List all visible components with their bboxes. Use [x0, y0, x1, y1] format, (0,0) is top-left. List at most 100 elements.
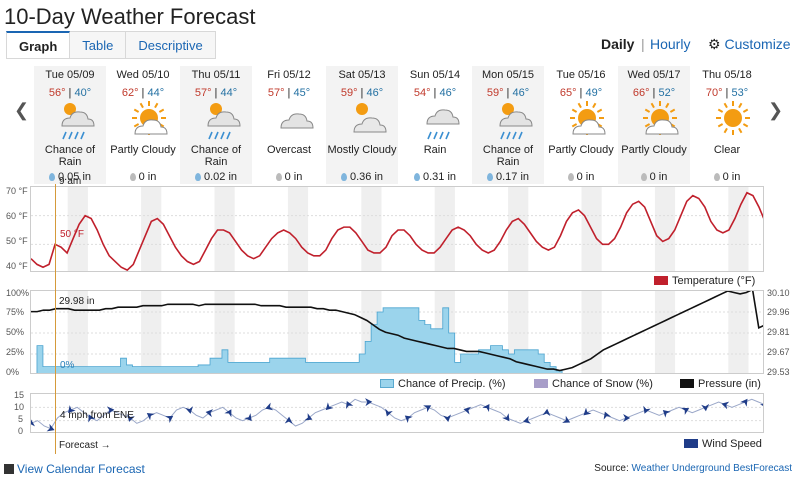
hourly-toggle[interactable]: Hourly: [650, 36, 691, 52]
dry-drop-icon: [567, 173, 574, 181]
rain-icon: [417, 98, 465, 145]
wind-arrow: [385, 408, 393, 417]
dry-drop-icon: [713, 173, 720, 181]
precip-amount: 0 in: [576, 171, 595, 183]
temperature-swatch: [654, 276, 668, 285]
day-precip: 0 in: [691, 171, 763, 183]
precip-amount: 0.36 in: [349, 171, 384, 183]
day-condition: Overcast: [266, 144, 311, 156]
wind-arrow: [643, 405, 651, 414]
day-date: Sat 05/13: [338, 69, 386, 81]
wind-swatch: [684, 439, 698, 448]
night-band: [654, 187, 676, 271]
low-temp: 53°: [731, 87, 749, 99]
next-days-button[interactable]: ❯: [768, 100, 783, 121]
current-time-marker[interactable]: [55, 184, 56, 454]
day-date: Fri 05/12: [267, 69, 311, 81]
dry-drop-icon: [640, 173, 647, 181]
day-condition: Mostly Cloudy: [327, 144, 397, 156]
partly-cloudy-icon: [563, 98, 611, 145]
temperature-legend: Temperature (°F): [654, 275, 755, 287]
source-link[interactable]: Weather Underground BestForecast: [631, 463, 792, 474]
wind-arrow: [482, 403, 490, 413]
tab-graph[interactable]: Graph: [6, 31, 71, 59]
day-column[interactable]: Tue 05/16 65° | 49° Partly Cloudy 0 in: [545, 66, 617, 184]
overcast-icon: [271, 98, 319, 145]
wind-arrow: [304, 413, 313, 421]
pressure-axis-tick: 29.81: [767, 327, 790, 337]
wind-arrow: [681, 407, 690, 415]
wind-arrow: [146, 412, 155, 421]
wind-axis-tick: 5: [18, 414, 24, 424]
daily-toggle[interactable]: Daily: [601, 36, 635, 52]
wind-arrow: [345, 401, 354, 410]
day-column[interactable]: Tue 05/09 56° | 40° Chance of Rain 0.05 in: [34, 66, 106, 184]
view-calendar-forecast-link[interactable]: View Calendar Forecast: [4, 462, 145, 476]
low-temp: 46°: [439, 87, 457, 99]
temperature-legend-label: Temperature (°F): [672, 275, 756, 287]
day-column[interactable]: Wed 05/17 66° | 52° Partly Cloudy 0 in: [618, 66, 690, 184]
day-column[interactable]: Wed 05/10 62° | 44° Partly Cloudy 0 in: [107, 66, 179, 184]
temp-axis-tick: 40 °F: [6, 261, 28, 271]
low-temp: 52°: [658, 87, 676, 99]
precip-amount: 0.02 in: [203, 171, 238, 183]
low-temp: 46°: [366, 87, 384, 99]
partly-cloudy-icon: [636, 98, 684, 145]
day-precip: 0 in: [107, 171, 179, 183]
day-column[interactable]: Mon 05/15 59° | 46° Chance of Rain 0.17 in: [472, 66, 544, 184]
wind-arrow: [284, 416, 293, 424]
high-temp: 70°: [705, 87, 723, 99]
temp-axis-tick: 60 °F: [6, 211, 28, 221]
day-temps: 57° | 45°: [267, 87, 311, 99]
precip-readout: 0%: [60, 360, 75, 371]
precip-legend: Chance of Precip. (%): [380, 378, 506, 390]
day-column[interactable]: Sat 05/13 59° | 46° Mostly Cloudy 0.36 in: [326, 66, 398, 184]
wind-arrow: [542, 408, 551, 417]
day-column[interactable]: Sun 05/14 54° | 46° Rain 0.31 in: [399, 66, 471, 184]
chance-rain-icon: [52, 98, 100, 145]
wind-arrow: [423, 405, 432, 413]
calendar-icon: [4, 464, 14, 474]
tab-descriptive[interactable]: Descriptive: [126, 31, 216, 59]
day-column[interactable]: Thu 05/18 70° | 53° Clear 0 in: [691, 66, 763, 184]
precip-amount: 0 in: [649, 171, 668, 183]
wind-axis-tick: 0: [18, 426, 24, 436]
day-precip: 0 in: [545, 171, 617, 183]
night-band: [361, 187, 382, 271]
pressure-axis-tick: 29.96: [767, 307, 790, 317]
day-condition: Partly Cloudy: [621, 144, 687, 156]
day-date: Tue 05/16: [556, 69, 606, 81]
low-temp: 44°: [220, 87, 238, 99]
page-title: 10-Day Weather Forecast: [4, 4, 256, 29]
pressure-swatch: [680, 379, 694, 388]
day-temps: 57° | 44°: [194, 87, 238, 99]
day-temps: 62° | 44°: [121, 87, 165, 99]
wind-chart: [30, 393, 764, 433]
day-column[interactable]: Thu 05/11 57° | 44° Chance of Rain 0.02 in: [180, 66, 252, 184]
pressure-axis-tick: 29.53: [767, 367, 790, 377]
wind-arrow: [583, 407, 592, 416]
day-temps: 54° | 46°: [413, 87, 457, 99]
temp-axis-tick: 70 °F: [6, 186, 28, 196]
gear-icon: ⚙: [708, 36, 721, 52]
clear-icon: [709, 98, 757, 145]
tab-table[interactable]: Table: [70, 31, 127, 59]
customize-button[interactable]: ⚙ Customize: [708, 36, 791, 53]
pressure-axis-tick: 29.67: [767, 347, 790, 357]
day-column[interactable]: Fri 05/12 57° | 45° Overcast 0 in: [253, 66, 325, 184]
precip-area: [36, 307, 563, 373]
wind-arrow: [31, 419, 35, 427]
pressure-readout: 29.98 in: [59, 296, 95, 307]
view-tabs: Graph Table Descriptive: [6, 31, 216, 59]
pct-axis-tick: 25%: [6, 347, 25, 357]
precip-amount: 0.17 in: [495, 171, 530, 183]
night-band: [508, 187, 529, 271]
previous-days-button[interactable]: ❮: [14, 100, 29, 121]
temperature-line: [31, 191, 763, 271]
day-temps: 59° | 46°: [340, 87, 384, 99]
calendar-link-label: View Calendar Forecast: [17, 462, 145, 476]
wind-arrow: [562, 415, 571, 423]
wind-arrow: [662, 409, 671, 418]
high-temp: 66°: [632, 87, 650, 99]
wind-readout: 4 mph from ENE: [60, 410, 134, 421]
